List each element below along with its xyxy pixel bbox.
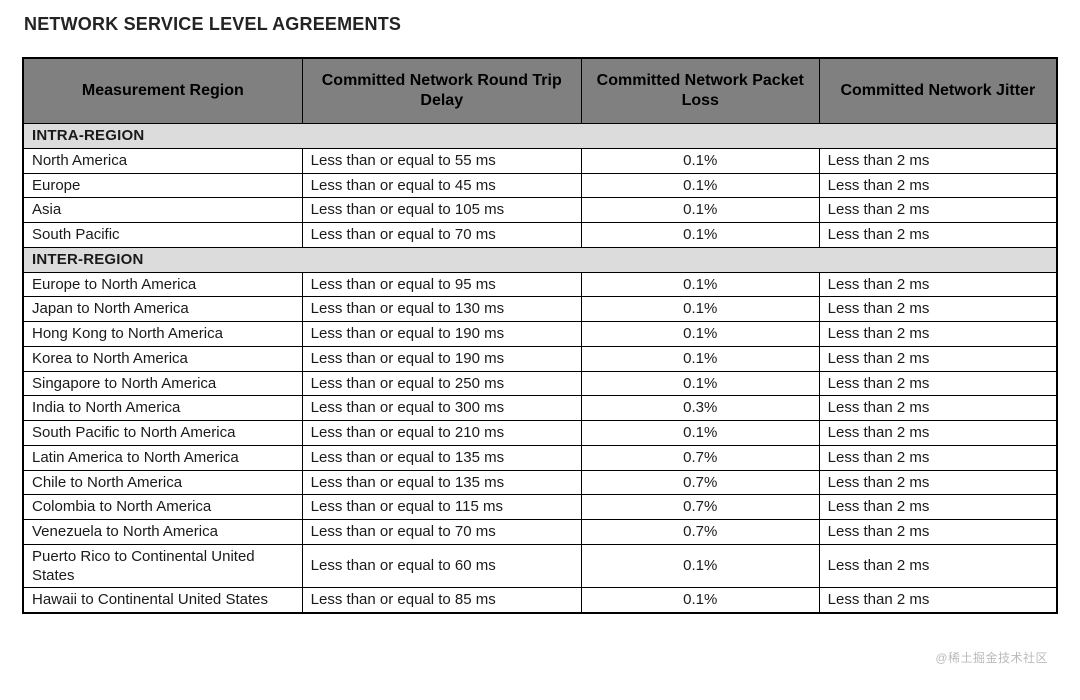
cell-jitter: Less than 2 ms [819,223,1057,248]
cell-delay: Less than or equal to 190 ms [302,322,581,347]
col-header-loss: Committed Network Packet Loss [581,58,819,124]
cell-loss: 0.1% [581,346,819,371]
table-row: Europe to North AmericaLess than or equa… [23,272,1057,297]
table-header: Measurement Region Committed Network Rou… [23,58,1057,124]
section-header: INTER-REGION [23,247,1057,272]
page-title: NETWORK SERVICE LEVEL AGREEMENTS [24,14,1058,35]
page: NETWORK SERVICE LEVEL AGREEMENTS Measure… [0,0,1080,700]
cell-delay: Less than or equal to 55 ms [302,148,581,173]
watermark: @稀土掘金技术社区 [935,649,1048,666]
cell-region: Hawaii to Continental United States [23,588,302,613]
cell-delay: Less than or equal to 300 ms [302,396,581,421]
cell-delay: Less than or equal to 130 ms [302,297,581,322]
cell-jitter: Less than 2 ms [819,421,1057,446]
table-row: Puerto Rico to Continental United States… [23,544,1057,588]
table-row: South Pacific to North AmericaLess than … [23,421,1057,446]
table-row: Hawaii to Continental United StatesLess … [23,588,1057,613]
cell-jitter: Less than 2 ms [819,272,1057,297]
cell-jitter: Less than 2 ms [819,148,1057,173]
table-row: AsiaLess than or equal to 105 ms0.1%Less… [23,198,1057,223]
table-row: Venezuela to North AmericaLess than or e… [23,520,1057,545]
cell-loss: 0.1% [581,173,819,198]
cell-delay: Less than or equal to 250 ms [302,371,581,396]
cell-jitter: Less than 2 ms [819,588,1057,613]
cell-region: South Pacific [23,223,302,248]
cell-loss: 0.7% [581,520,819,545]
cell-jitter: Less than 2 ms [819,198,1057,223]
cell-region: Asia [23,198,302,223]
cell-jitter: Less than 2 ms [819,470,1057,495]
cell-region: Venezuela to North America [23,520,302,545]
cell-jitter: Less than 2 ms [819,520,1057,545]
cell-region: Latin America to North America [23,445,302,470]
col-header-delay: Committed Network Round Trip Delay [302,58,581,124]
cell-delay: Less than or equal to 60 ms [302,544,581,588]
table-row: Hong Kong to North AmericaLess than or e… [23,322,1057,347]
cell-loss: 0.1% [581,272,819,297]
cell-region: Chile to North America [23,470,302,495]
table-row: Singapore to North AmericaLess than or e… [23,371,1057,396]
cell-loss: 0.1% [581,588,819,613]
cell-loss: 0.1% [581,223,819,248]
cell-loss: 0.1% [581,421,819,446]
cell-jitter: Less than 2 ms [819,297,1057,322]
table-row: Korea to North AmericaLess than or equal… [23,346,1057,371]
cell-jitter: Less than 2 ms [819,445,1057,470]
cell-loss: 0.7% [581,470,819,495]
table-row: Latin America to North AmericaLess than … [23,445,1057,470]
cell-delay: Less than or equal to 45 ms [302,173,581,198]
cell-loss: 0.1% [581,371,819,396]
cell-jitter: Less than 2 ms [819,322,1057,347]
cell-jitter: Less than 2 ms [819,173,1057,198]
cell-delay: Less than or equal to 115 ms [302,495,581,520]
cell-jitter: Less than 2 ms [819,346,1057,371]
cell-jitter: Less than 2 ms [819,544,1057,588]
cell-region: North America [23,148,302,173]
cell-region: Colombia to North America [23,495,302,520]
sla-table: Measurement Region Committed Network Rou… [22,57,1058,614]
col-header-region: Measurement Region [23,58,302,124]
cell-loss: 0.1% [581,198,819,223]
table-row: North AmericaLess than or equal to 55 ms… [23,148,1057,173]
cell-region: Europe [23,173,302,198]
table-row: India to North AmericaLess than or equal… [23,396,1057,421]
cell-loss: 0.1% [581,544,819,588]
cell-delay: Less than or equal to 70 ms [302,223,581,248]
cell-delay: Less than or equal to 190 ms [302,346,581,371]
table-row: Japan to North AmericaLess than or equal… [23,297,1057,322]
table-row: South PacificLess than or equal to 70 ms… [23,223,1057,248]
cell-delay: Less than or equal to 135 ms [302,470,581,495]
cell-delay: Less than or equal to 85 ms [302,588,581,613]
cell-loss: 0.7% [581,445,819,470]
cell-loss: 0.1% [581,148,819,173]
cell-region: Singapore to North America [23,371,302,396]
cell-loss: 0.7% [581,495,819,520]
col-header-jitter: Committed Network Jitter [819,58,1057,124]
table-body: INTRA-REGIONNorth AmericaLess than or eq… [23,124,1057,614]
cell-region: Puerto Rico to Continental United States [23,544,302,588]
cell-delay: Less than or equal to 135 ms [302,445,581,470]
cell-jitter: Less than 2 ms [819,396,1057,421]
cell-delay: Less than or equal to 210 ms [302,421,581,446]
cell-loss: 0.1% [581,297,819,322]
cell-region: Japan to North America [23,297,302,322]
cell-loss: 0.1% [581,322,819,347]
cell-delay: Less than or equal to 70 ms [302,520,581,545]
cell-region: Hong Kong to North America [23,322,302,347]
cell-jitter: Less than 2 ms [819,371,1057,396]
cell-region: Europe to North America [23,272,302,297]
cell-region: Korea to North America [23,346,302,371]
cell-region: South Pacific to North America [23,421,302,446]
section-header: INTRA-REGION [23,124,1057,149]
cell-loss: 0.3% [581,396,819,421]
cell-region: India to North America [23,396,302,421]
table-row: Chile to North AmericaLess than or equal… [23,470,1057,495]
cell-delay: Less than or equal to 95 ms [302,272,581,297]
table-row: Colombia to North AmericaLess than or eq… [23,495,1057,520]
cell-jitter: Less than 2 ms [819,495,1057,520]
table-row: EuropeLess than or equal to 45 ms0.1%Les… [23,173,1057,198]
cell-delay: Less than or equal to 105 ms [302,198,581,223]
